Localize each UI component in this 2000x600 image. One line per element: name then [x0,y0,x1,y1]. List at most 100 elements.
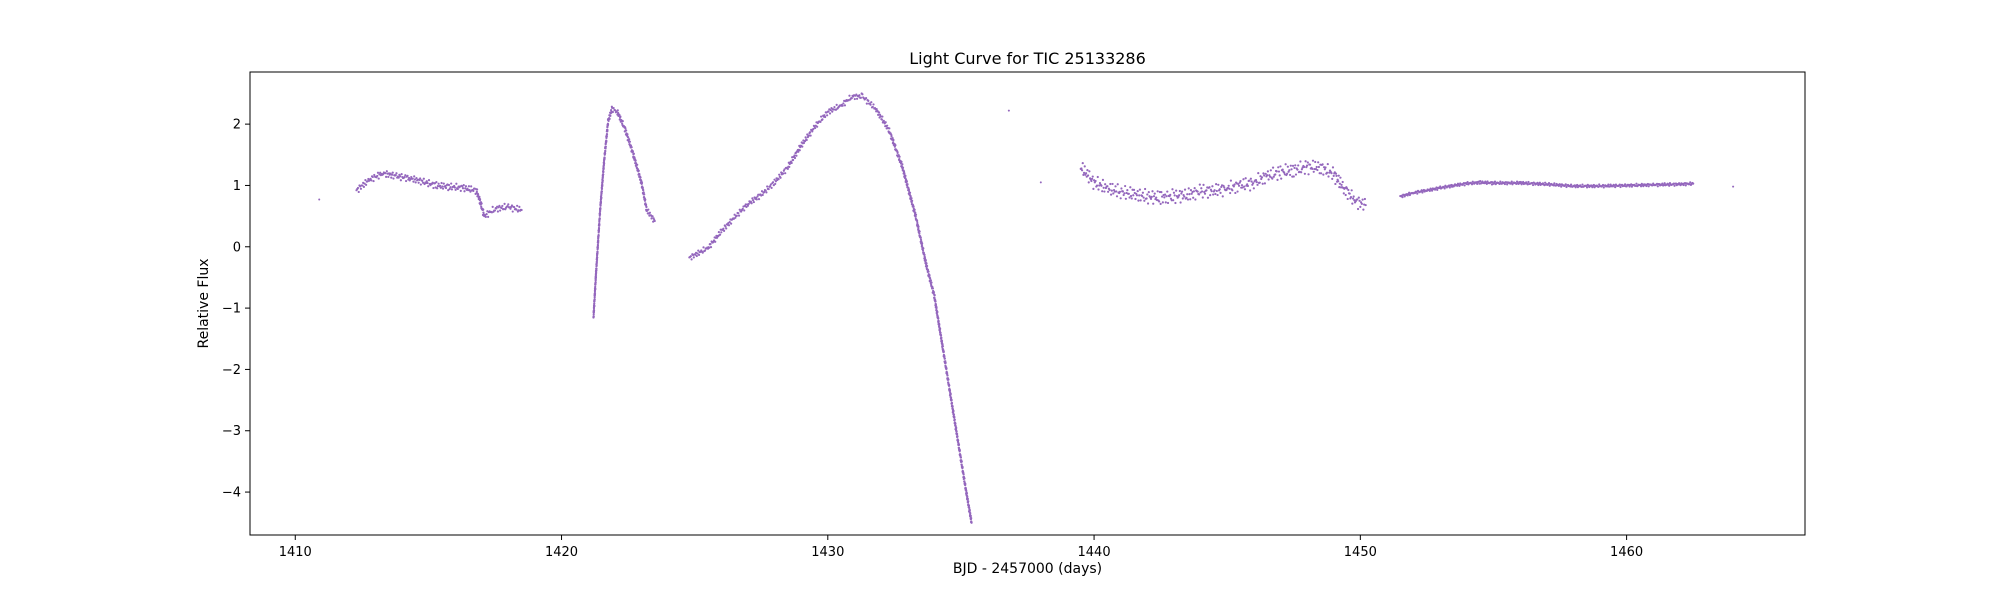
data-point [920,244,924,247]
data-point [820,115,823,118]
data-point [1607,183,1610,186]
data-point [944,360,947,363]
data-point [1338,186,1341,189]
data-point [936,310,939,314]
data-point [1312,170,1315,173]
data-point [1510,180,1513,183]
data-point [783,168,786,171]
data-point [639,176,642,179]
data-point [365,183,368,186]
data-point [761,193,764,197]
data-point [357,190,360,194]
data-point [1351,197,1355,200]
data-point [599,203,602,207]
data-point [596,250,599,253]
data-point [427,185,430,188]
data-point [892,141,895,144]
data-point [955,426,958,430]
data-point [950,401,954,405]
data-point [1183,188,1187,191]
data-point [1361,198,1364,201]
data-point [919,236,922,239]
data-point [1103,190,1106,193]
data-point [1196,190,1199,193]
data-point [939,327,942,330]
data-point [594,287,597,290]
data-point [1129,194,1133,198]
data-point [1538,181,1541,184]
data-point [917,225,920,228]
data-points [318,92,1735,524]
data-point [750,202,753,205]
data-point [1585,186,1589,189]
data-point [696,252,699,255]
data-point [1210,190,1213,193]
data-point [463,190,466,193]
data-point [1602,186,1605,189]
data-point [1080,169,1084,172]
data-point [506,205,509,208]
data-point [963,480,966,483]
data-point [934,303,938,306]
data-point [1202,183,1205,186]
data-point [1231,189,1234,192]
data-point [1348,192,1351,195]
data-point [1109,193,1113,196]
data-point [1360,202,1363,205]
data-point [459,189,462,192]
data-point [1091,175,1094,178]
data-point [1249,189,1252,192]
data-point [638,172,641,176]
data-point [870,101,873,104]
data-point [461,187,465,190]
data-point [370,179,373,182]
data-point [855,97,859,100]
data-point [1630,185,1634,188]
data-point [950,396,953,400]
data-point [1263,182,1267,185]
data-point [1332,174,1335,177]
data-point [643,193,646,196]
data-point [956,435,959,438]
data-point [595,261,598,264]
data-point [1192,196,1195,199]
data-point [901,166,905,169]
data-point [449,186,452,189]
data-point [397,176,400,179]
data-point [1208,186,1211,189]
data-point [1264,172,1267,175]
data-point [1155,196,1158,199]
data-point [1083,165,1086,168]
data-point [600,192,603,195]
data-point [1337,174,1340,177]
data-point [929,277,932,280]
data-point [520,208,523,212]
data-point [957,443,961,446]
data-point [1547,182,1551,185]
data-point [939,334,943,337]
data-point [593,298,596,301]
data-point [628,138,631,141]
data-point [872,103,875,106]
data-point [1134,197,1137,201]
data-point [422,177,425,180]
data-point [605,135,608,138]
data-point [697,249,700,252]
data-point [611,110,614,114]
data-point [592,313,595,316]
data-point [1211,185,1214,188]
data-point [1124,197,1127,200]
data-point [1165,195,1168,198]
data-point [1261,182,1264,185]
data-point [1506,183,1509,186]
data-point [965,492,969,495]
data-point [1110,189,1113,192]
data-point [880,118,884,121]
data-point [1266,174,1269,177]
data-point [1306,161,1309,164]
data-point [842,102,845,105]
data-point [476,188,479,191]
data-point [1145,197,1148,200]
y-tick-label: 1 [233,179,241,194]
data-point [1180,192,1183,195]
